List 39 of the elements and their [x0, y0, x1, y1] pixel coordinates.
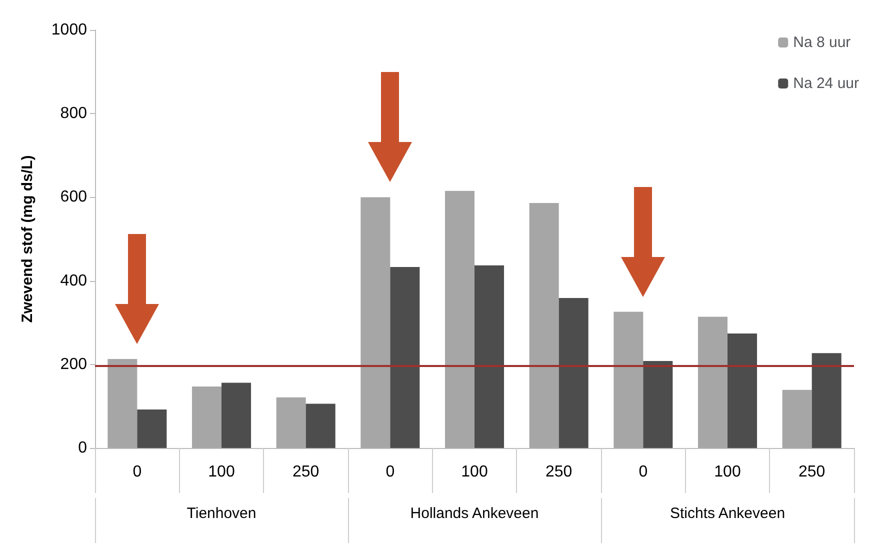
y-tick-label: 400 [60, 272, 88, 290]
bar [276, 397, 306, 448]
bar [643, 361, 673, 448]
x-tick-label: 250 [292, 464, 320, 480]
x-tick-label: 100 [461, 464, 488, 480]
text: Hollands Ankeveen [410, 505, 539, 522]
x-tick-label: 100 [714, 464, 741, 480]
bar [614, 312, 644, 448]
bar [444, 190, 474, 448]
legend-label: Na 24 uur [793, 75, 860, 92]
text: Stichts Ankeveen [670, 505, 786, 522]
bar [390, 267, 420, 448]
x-tick-label: 0 [638, 464, 648, 480]
y-tick-label: 800 [60, 105, 88, 122]
bar [360, 197, 390, 448]
bar [306, 404, 336, 448]
bar [474, 265, 504, 448]
bar [137, 410, 167, 448]
y-tick-label: 0 [78, 440, 88, 456]
text: Tienhoven [186, 505, 256, 522]
y-axis-title: Zwevend stof (mg ds/L) [19, 155, 36, 323]
bar [728, 333, 758, 448]
y-tick-label: 200 [60, 356, 88, 373]
y-tick-label: 600 [60, 188, 88, 206]
legend-label: Na 8 uur [793, 34, 851, 51]
bar [192, 386, 222, 448]
bar [222, 382, 252, 448]
bar [698, 316, 728, 448]
bar [558, 298, 588, 448]
bar [782, 390, 812, 448]
y-tick-label: 1000 [51, 22, 88, 38]
bar [108, 358, 138, 448]
bar [529, 203, 559, 448]
x-tick-label: 0 [132, 464, 142, 480]
bar [812, 353, 842, 448]
x-tick-label: 250 [798, 464, 826, 480]
x-tick-label: 250 [545, 464, 572, 480]
x-tick-label: 100 [208, 464, 235, 480]
x-tick-label: 0 [386, 464, 395, 480]
